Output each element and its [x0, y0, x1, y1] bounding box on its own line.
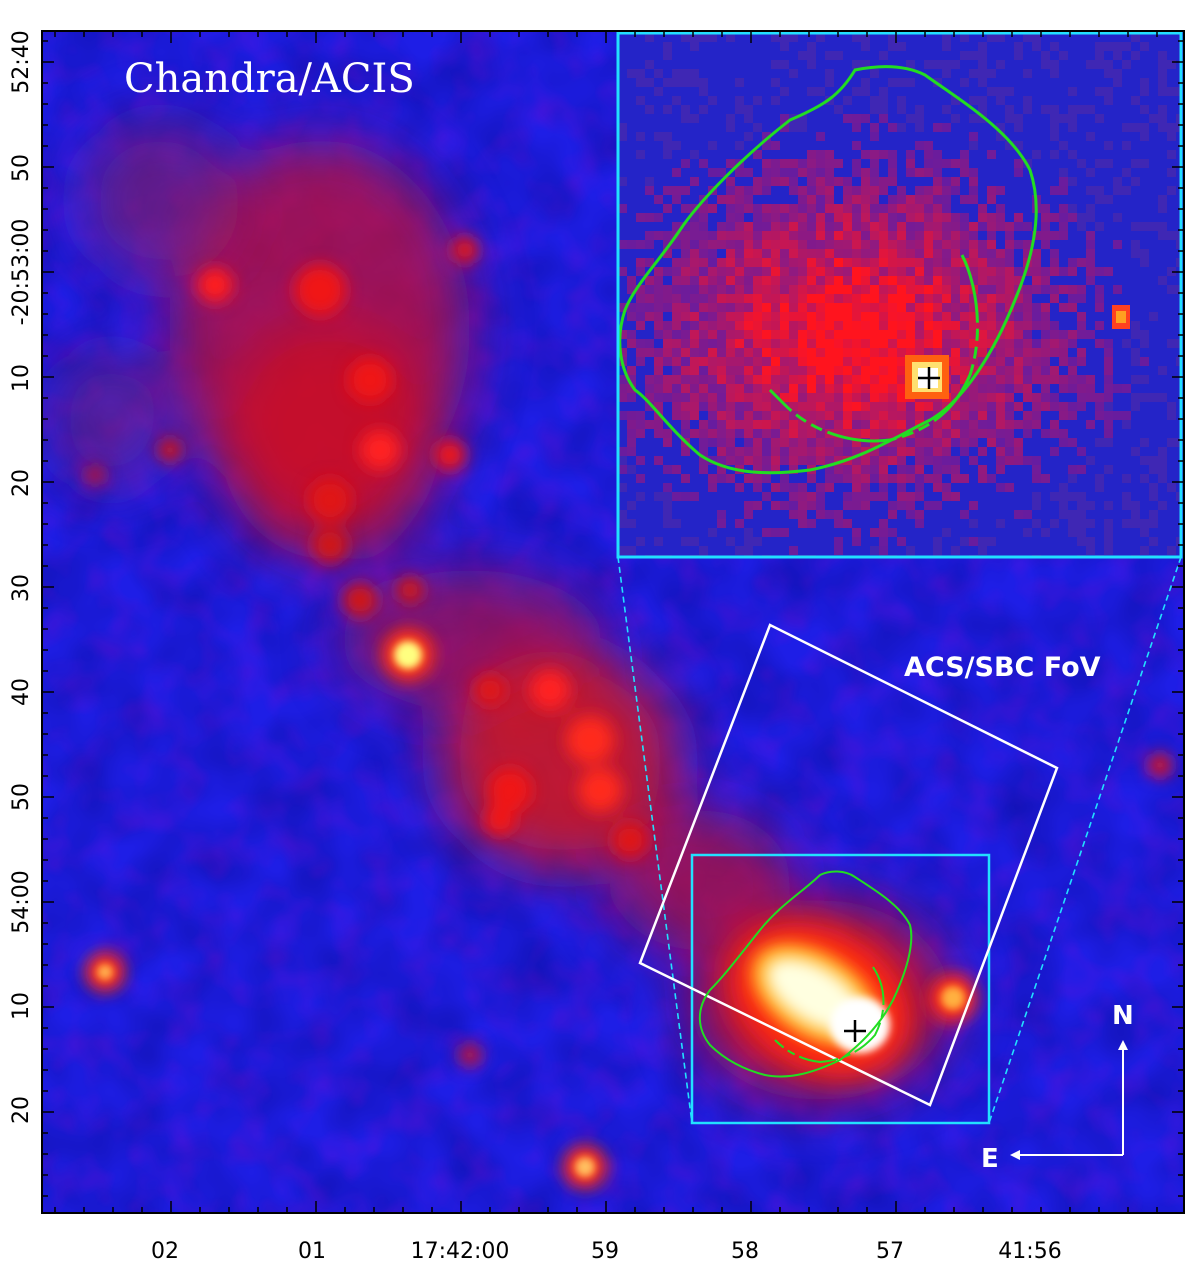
y-tick-label: 50 [9, 783, 34, 811]
zoom-inset [616, 31, 1183, 559]
y-tick-label: 10 [9, 364, 34, 392]
axis-ticks [42, 31, 1184, 1213]
y-tick-label: 30 [9, 574, 34, 602]
x-tick-label: 58 [731, 1239, 759, 1264]
point-source [382, 629, 434, 681]
main-outer-contour [698, 870, 913, 1078]
inset-border [616, 31, 1183, 559]
inset-outer-contour [618, 65, 1038, 475]
instrument-label: Chandra/ACIS [124, 56, 415, 102]
y-tick-label: 20 [9, 469, 34, 497]
y-tick-label: 10 [9, 992, 34, 1020]
north-arrowhead-icon [1118, 1040, 1128, 1050]
x-tick-label: 57 [876, 1239, 904, 1264]
x-axis-labels: 02 01 17:42:00 59 58 57 41:56 [151, 1239, 1062, 1264]
y-axis-labels: 52:40 50 -20:53:00 10 20 30 40 50 54:00 10 20 [9, 30, 34, 1124]
north-label: N [1112, 1001, 1134, 1031]
y-tick-label: 54:00 [9, 870, 34, 933]
image-frame [41, 30, 1185, 1214]
inset-crosshair-icon [918, 367, 940, 389]
x-tick-label: 17:42:00 [411, 1239, 510, 1264]
y-tick-label: -20:53:00 [9, 219, 34, 326]
y-tick-label: 50 [9, 154, 34, 182]
x-tick-label: 41:56 [998, 1239, 1061, 1264]
zoom-connector-lines [617, 556, 1182, 1124]
x-tick-label: 02 [151, 1239, 179, 1264]
x-tick-label: 59 [591, 1239, 619, 1264]
x-tick-label: 01 [298, 1239, 326, 1264]
inset-inner-contour [768, 254, 979, 443]
fov-label: ACS/SBC FoV [904, 652, 1101, 683]
east-label: E [981, 1144, 999, 1174]
fov-box [638, 623, 1059, 1107]
emission-knots [85, 236, 1172, 1067]
y-tick-label: 40 [9, 678, 34, 706]
compass: N E [981, 1001, 1134, 1174]
y-tick-label: 52:40 [9, 30, 34, 93]
east-arrowhead-icon [1010, 1150, 1020, 1160]
point-source [85, 952, 125, 992]
main-crosshair-icon [844, 1020, 866, 1042]
point-source [563, 1145, 607, 1189]
y-tick-label: 20 [9, 1096, 34, 1124]
main-inner-contour [774, 966, 885, 1064]
